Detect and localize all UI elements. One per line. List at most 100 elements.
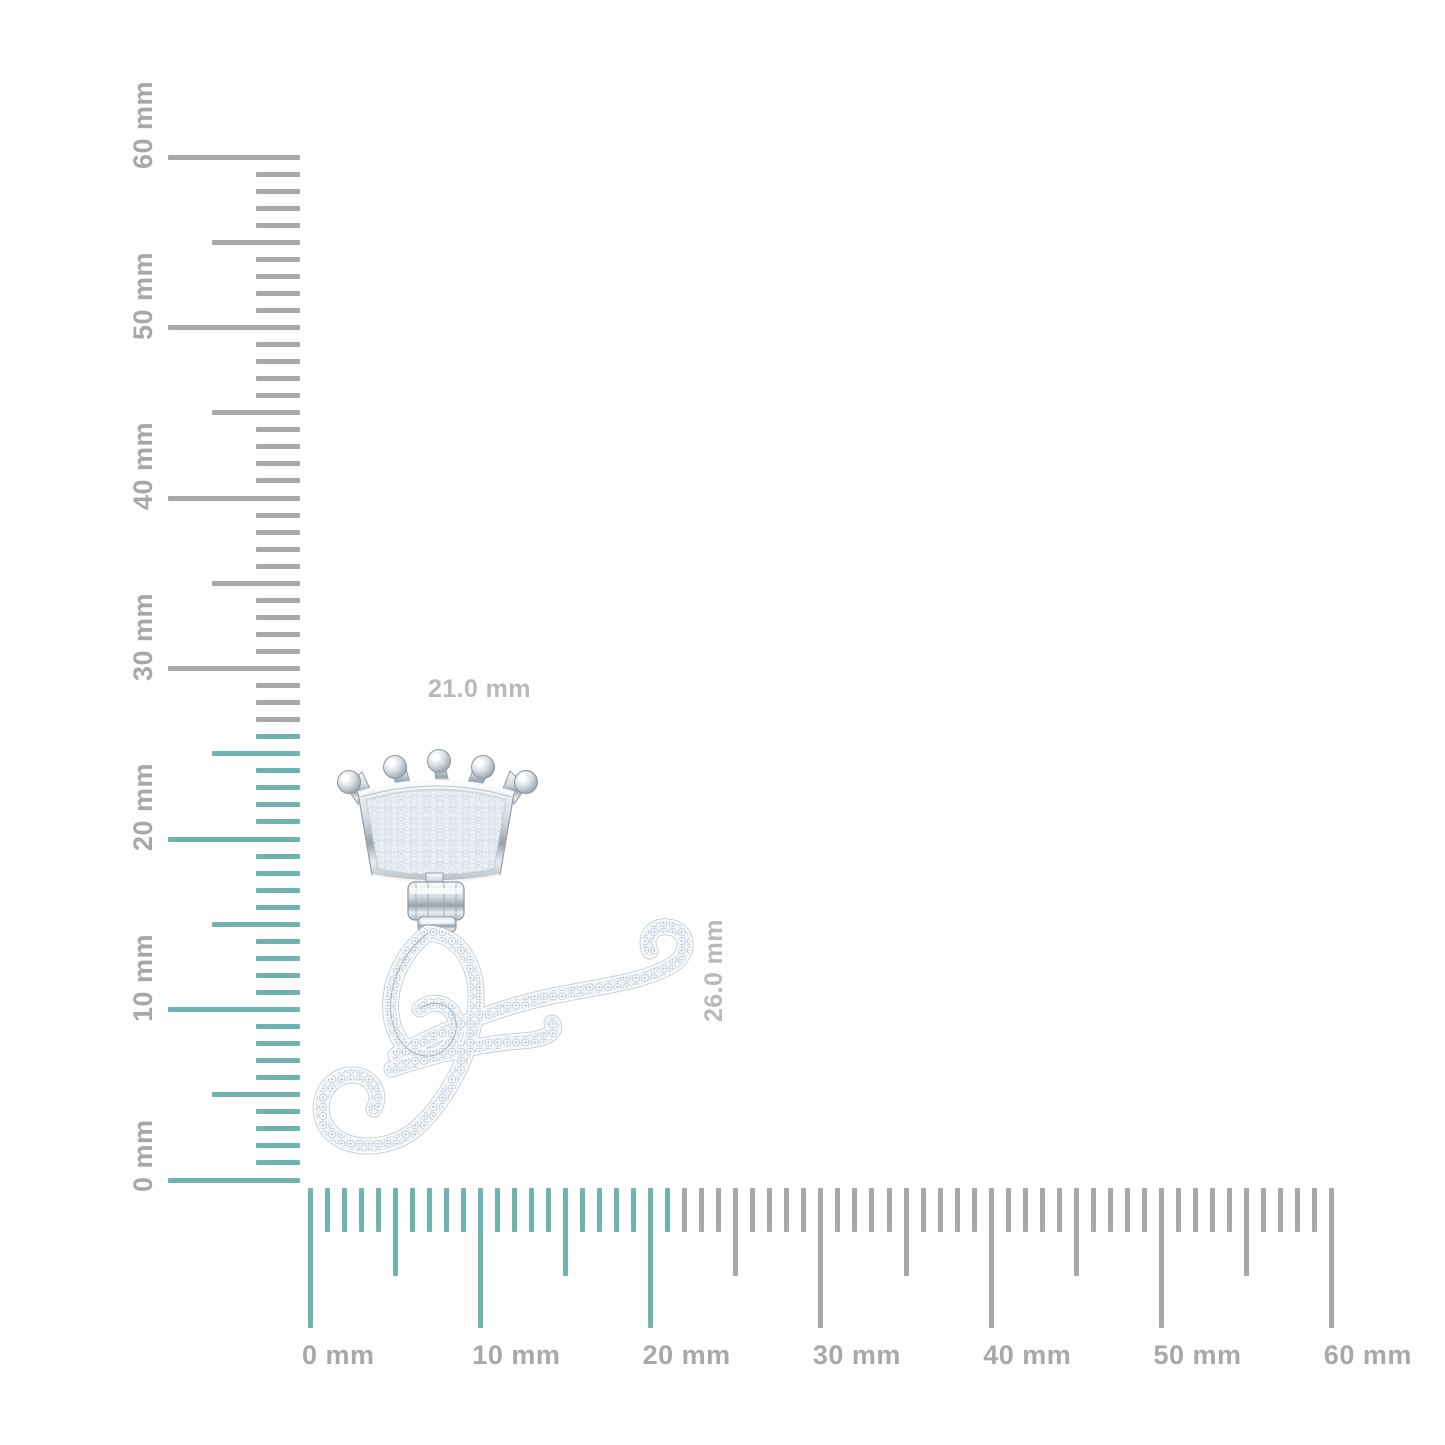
vertical-ruler-minor-tick — [256, 938, 300, 944]
horizontal-ruler-minor-tick — [324, 1188, 330, 1232]
vertical-ruler-minor-tick — [256, 768, 300, 774]
vertical-ruler-minor-tick — [256, 887, 300, 893]
horizontal-ruler-minor-tick — [1210, 1188, 1216, 1232]
vertical-ruler-minor-tick — [256, 972, 300, 978]
horizontal-ruler-minor-tick — [375, 1188, 381, 1232]
vertical-ruler-minor-tick — [256, 376, 300, 382]
horizontal-ruler-minor-tick — [1261, 1188, 1267, 1232]
horizontal-ruler-minor-tick — [358, 1188, 364, 1232]
horizontal-ruler-minor-tick — [767, 1188, 773, 1232]
vertical-ruler-minor-tick — [256, 222, 300, 228]
vertical-ruler-minor-tick — [256, 171, 300, 177]
vertical-ruler-major-tick — [168, 1177, 300, 1183]
script-letter-f — [312, 918, 694, 1155]
vertical-ruler-minor-tick — [256, 802, 300, 808]
horizontal-ruler-minor-tick — [511, 1188, 517, 1232]
horizontal-ruler-minor-tick — [460, 1188, 466, 1232]
vertical-ruler-minor-tick — [256, 478, 300, 484]
vertical-ruler-mid-tick — [212, 751, 300, 757]
vertical-ruler-major-tick — [168, 495, 300, 501]
vertical-ruler-minor-tick — [256, 307, 300, 313]
horizontal-ruler-minor-tick — [1312, 1188, 1318, 1232]
horizontal-ruler-minor-tick — [545, 1188, 551, 1232]
vertical-ruler-minor-tick — [256, 1143, 300, 1149]
vertical-ruler-label: 10 mm — [128, 933, 158, 1022]
horizontal-ruler-major-tick — [988, 1188, 994, 1328]
vertical-ruler-minor-tick — [256, 819, 300, 825]
vertical-ruler-minor-tick — [256, 648, 300, 654]
horizontal-ruler-minor-tick — [1124, 1188, 1130, 1232]
horizontal-ruler-minor-tick — [1227, 1188, 1233, 1232]
vertical-ruler-minor-tick — [256, 904, 300, 910]
vertical-ruler-minor-tick — [256, 734, 300, 740]
vertical-ruler-label: 60 mm — [128, 80, 158, 169]
horizontal-ruler-mid-tick — [392, 1188, 398, 1276]
horizontal-ruler-label: 0 mm — [302, 1340, 375, 1370]
vertical-ruler-minor-tick — [256, 205, 300, 211]
horizontal-ruler-minor-tick — [1176, 1188, 1182, 1232]
horizontal-ruler-minor-tick — [886, 1188, 892, 1232]
horizontal-ruler-minor-tick — [528, 1188, 534, 1232]
vertical-ruler-minor-tick — [256, 989, 300, 995]
horizontal-ruler-minor-tick — [1090, 1188, 1096, 1232]
horizontal-ruler-minor-tick — [784, 1188, 790, 1232]
product-image-letter-f-crown-pendant — [300, 725, 720, 1185]
vertical-ruler-minor-tick — [256, 461, 300, 467]
horizontal-ruler-minor-tick — [954, 1188, 960, 1232]
bail-connector — [407, 872, 465, 933]
horizontal-ruler-minor-tick — [1005, 1188, 1011, 1232]
vertical-ruler-minor-tick — [256, 955, 300, 961]
horizontal-ruler-label: 60 mm — [1323, 1340, 1412, 1370]
horizontal-ruler-minor-tick — [443, 1188, 449, 1232]
horizontal-ruler-minor-tick — [1022, 1188, 1028, 1232]
vertical-ruler-label: 20 mm — [128, 762, 158, 851]
horizontal-ruler-minor-tick — [494, 1188, 500, 1232]
vertical-ruler-minor-tick — [256, 273, 300, 279]
horizontal-ruler-minor-tick — [716, 1188, 722, 1232]
horizontal-ruler-mid-tick — [1073, 1188, 1079, 1276]
vertical-ruler-label: 50 mm — [128, 251, 158, 340]
vertical-ruler-minor-tick — [256, 683, 300, 689]
horizontal-ruler-minor-tick — [409, 1188, 415, 1232]
vertical-ruler-minor-tick — [256, 256, 300, 262]
horizontal-ruler-minor-tick — [631, 1188, 637, 1232]
horizontal-ruler-minor-tick — [835, 1188, 841, 1232]
horizontal-ruler-major-tick — [818, 1188, 824, 1328]
horizontal-ruler-label: 10 mm — [472, 1340, 561, 1370]
vertical-ruler-minor-tick — [256, 717, 300, 723]
vertical-ruler-major-tick — [168, 325, 300, 330]
vertical-ruler-minor-tick — [256, 529, 300, 535]
horizontal-ruler-minor-tick — [1193, 1188, 1199, 1232]
crown-motif — [337, 749, 538, 883]
horizontal-ruler-minor-tick — [614, 1188, 620, 1232]
vertical-ruler-minor-tick — [256, 870, 300, 876]
vertical-ruler-minor-tick — [256, 427, 300, 433]
vertical-ruler-mid-tick — [212, 921, 300, 927]
horizontal-ruler-label: 20 mm — [642, 1340, 731, 1370]
horizontal-ruler-major-tick — [648, 1188, 654, 1328]
vertical-ruler-mid-tick — [212, 239, 300, 245]
vertical-ruler-label: 0 mm — [128, 1119, 158, 1192]
horizontal-ruler-label: 40 mm — [983, 1340, 1072, 1370]
vertical-ruler-major-tick — [168, 1007, 300, 1012]
vertical-ruler-minor-tick — [256, 188, 300, 194]
vertical-ruler-minor-tick — [256, 597, 300, 603]
horizontal-ruler-label: 30 mm — [812, 1340, 901, 1370]
horizontal-ruler-minor-tick — [1107, 1188, 1113, 1232]
vertical-ruler-major-tick — [168, 836, 300, 842]
horizontal-ruler-minor-tick — [750, 1188, 756, 1232]
vertical-ruler-major-tick — [168, 666, 300, 671]
horizontal-ruler-minor-tick — [1056, 1188, 1062, 1232]
horizontal-ruler-mid-tick — [562, 1188, 568, 1276]
vertical-ruler-minor-tick — [256, 1075, 300, 1081]
vertical-ruler-minor-tick — [256, 853, 300, 859]
horizontal-ruler-minor-tick — [801, 1188, 807, 1232]
vertical-ruler-minor-tick — [256, 546, 300, 552]
horizontal-ruler-minor-tick — [665, 1188, 671, 1232]
horizontal-ruler-minor-tick — [699, 1188, 705, 1232]
vertical-ruler-minor-tick — [256, 444, 300, 450]
vertical-ruler-minor-tick — [256, 785, 300, 791]
horizontal-ruler-minor-tick — [1039, 1188, 1045, 1232]
vertical-ruler-minor-tick — [256, 563, 300, 569]
